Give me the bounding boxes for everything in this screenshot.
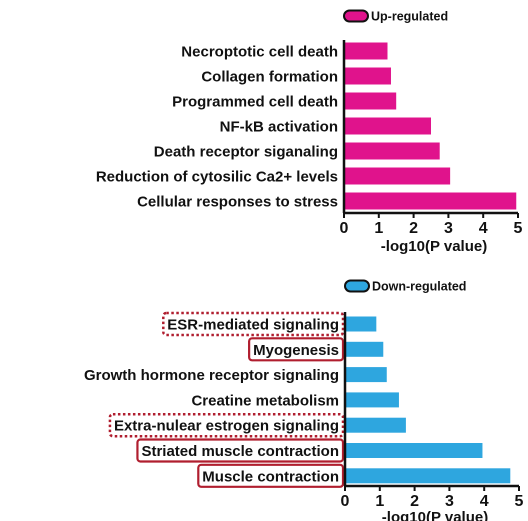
chart-panel-up-regulated: Up-regulated Necroptotic cell death Collag…	[96, 9, 523, 255]
bar-reduction-of-cytosilic-ca2-levels	[345, 167, 451, 185]
category-label-muscle-contraction: Muscle contraction	[202, 468, 339, 485]
bar-creatine-metabolism	[346, 392, 399, 408]
legend: Down-regulated	[344, 279, 466, 294]
legend-label: Up-regulated	[371, 10, 448, 24]
legend-swatch	[343, 9, 369, 23]
bar-collagen-formation	[345, 67, 391, 85]
x-tick-label-0: 0	[341, 493, 350, 510]
category-label-programmed-cell-death: Programmed cell death	[172, 94, 338, 111]
bar-myogenesis	[346, 341, 384, 357]
x-tick-label-5: 5	[515, 493, 524, 510]
category-label-extra-nulear-estrogen-signaling: Extra-nulear estrogen signaling	[114, 418, 339, 435]
x-tick-label-2: 2	[410, 493, 419, 510]
x-tick-label-3: 3	[445, 493, 454, 510]
category-label-esr-mediated-signaling: ESR-mediated signaling	[167, 317, 339, 334]
highlight-box-striated-muscle-contraction	[136, 438, 345, 463]
category-label-creatine-metabolism: Creatine metabolism	[191, 392, 339, 409]
category-label-necroptotic-cell-death: Necroptotic cell death	[181, 44, 338, 61]
highlight-box-muscle-contraction	[197, 463, 345, 488]
bar-striated-muscle-contraction	[346, 443, 483, 458]
x-tick-label-2: 2	[409, 220, 418, 237]
category-label-myogenesis: Myogenesis	[253, 342, 339, 359]
x-tick-label-3: 3	[444, 220, 453, 237]
legend: Up-regulated	[343, 9, 448, 24]
bar-cellular-responses-to-stress	[345, 192, 517, 210]
bar-programmed-cell-death	[345, 92, 397, 110]
x-tick-label-0: 0	[340, 220, 349, 237]
x-tick-label-1: 1	[374, 220, 383, 237]
category-label-nf-kb-activation: NF-kB activation	[220, 119, 338, 136]
bar-esr-mediated-signaling	[346, 316, 377, 332]
highlight-box-extra-nulear-estrogen-signaling	[108, 412, 345, 438]
bar-death-receptor-siganaling	[345, 142, 440, 160]
category-label-collagen-formation: Collagen formation	[201, 69, 338, 86]
bar-nf-kb-activation	[345, 117, 431, 135]
bar-growth-hormone-receptor-signaling	[346, 367, 387, 383]
category-label-death-receptor-siganaling: Death receptor siganaling	[154, 144, 338, 161]
x-tick-label-1: 1	[375, 493, 384, 510]
category-label-striated-muscle-contraction: Striated muscle contraction	[141, 443, 339, 460]
bar-extra-nulear-estrogen-signaling	[346, 417, 406, 433]
chart-panel-down-regulated: Down-regulated ESR-mediated signaling Myog…	[84, 279, 524, 521]
highlight-box-myogenesis	[248, 337, 345, 362]
x-tick-label-4: 4	[479, 220, 488, 237]
category-label-growth-hormone-receptor-signaling: Growth hormone receptor signaling	[84, 367, 339, 384]
x-tick-label-4: 4	[480, 493, 489, 510]
x-axis-label: -log10(P value)	[381, 238, 487, 255]
x-tick-label-5: 5	[514, 220, 523, 237]
legend-swatch	[344, 279, 370, 293]
highlight-box-esr-mediated-signaling	[162, 311, 345, 337]
legend-label: Down-regulated	[372, 280, 466, 294]
bar-muscle-contraction	[346, 468, 511, 484]
x-axis-label: -log10(P value)	[382, 509, 488, 521]
category-label-reduction-of-cytosilic-ca2-levels: Reduction of cytosilic Ca2+ levels	[96, 169, 338, 186]
bar-necroptotic-cell-death	[345, 42, 388, 60]
category-label-cellular-responses-to-stress: Cellular responses to stress	[137, 194, 338, 211]
